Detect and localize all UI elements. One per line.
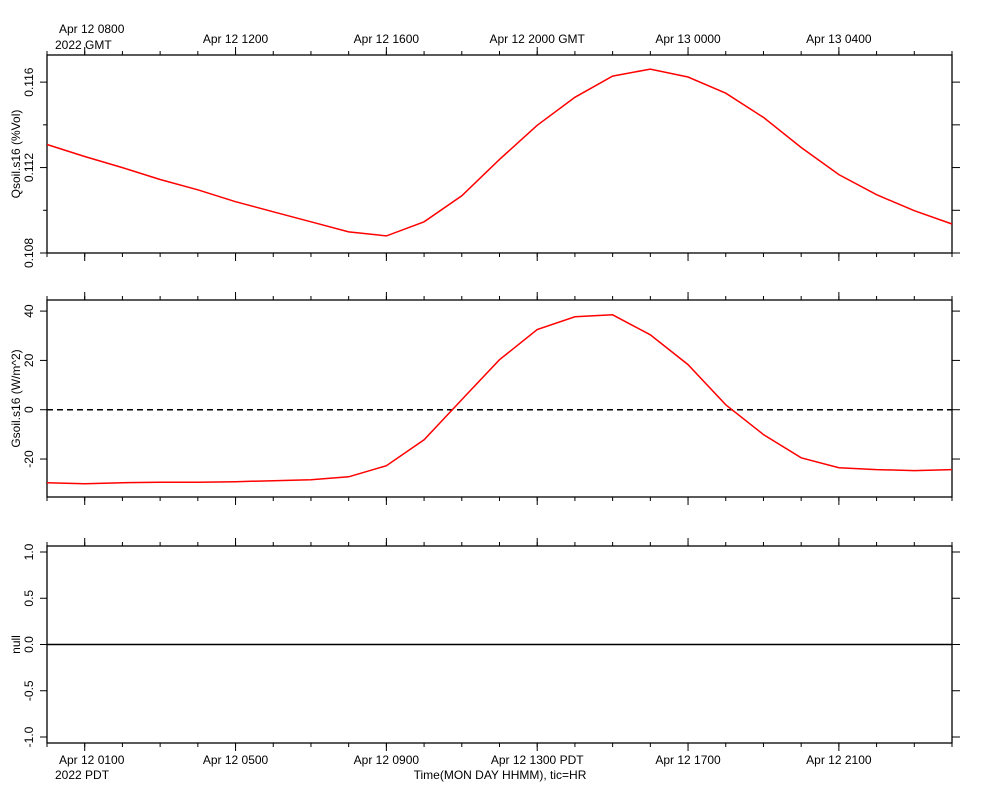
data-line [46,68,953,237]
y-tick-label: -20 [22,450,36,468]
plot-frame [46,299,953,498]
x-tick-label: Apr 12 0900 [354,753,420,767]
x-tick-label: Apr 12 0500 [203,753,269,767]
y-tick-label: 20 [22,353,36,367]
x-tick-label: Apr 12 2100 [806,753,872,767]
y-tick-label: 0.108 [22,238,36,268]
x2-tick-label: Apr 13 0400 [806,32,872,46]
y-tick-label: -0.5 [22,680,36,701]
y-axis-label: Qsoil.s16 (%Vol) [9,110,23,199]
x2-tick-label: Apr 12 1600 [354,32,420,46]
y-tick-label: 0.116 [22,67,36,96]
y-tick-label: 0 [22,406,36,413]
x2-tick-label: Apr 12 1200 [203,32,269,46]
x-title: 2022 PDT [55,768,110,782]
y-tick-label: -1.0 [22,726,36,747]
y-tick-label: 0.0 [22,636,36,653]
y-tick-label: 0.5 [22,590,36,607]
x2-title: 2022 GMT [55,38,112,52]
plot-frame [46,54,953,254]
x2-tick-label: Apr 13 0000 [655,32,721,46]
x-tick-label: Apr 12 1300 PDT [491,753,584,767]
x-tick-label: Apr 12 0100 [59,753,125,767]
y-axis-label: null [9,635,23,654]
y-axis-label: Gsoil.s16 (W/m^2) [9,349,23,447]
x2-tick-label: Apr 12 2000 GMT [490,32,586,46]
data-line [46,314,953,485]
x-tick-label: Apr 12 1700 [655,753,721,767]
y-tick-label: 0.112 [22,153,36,182]
x2-tick-label: Apr 12 0800 [59,22,125,36]
y-tick-label: 40 [22,304,36,318]
y-tick-label: 1.0 [22,543,36,560]
x-axis-label: Time(MON DAY HHMM), tic=HR [414,768,587,782]
